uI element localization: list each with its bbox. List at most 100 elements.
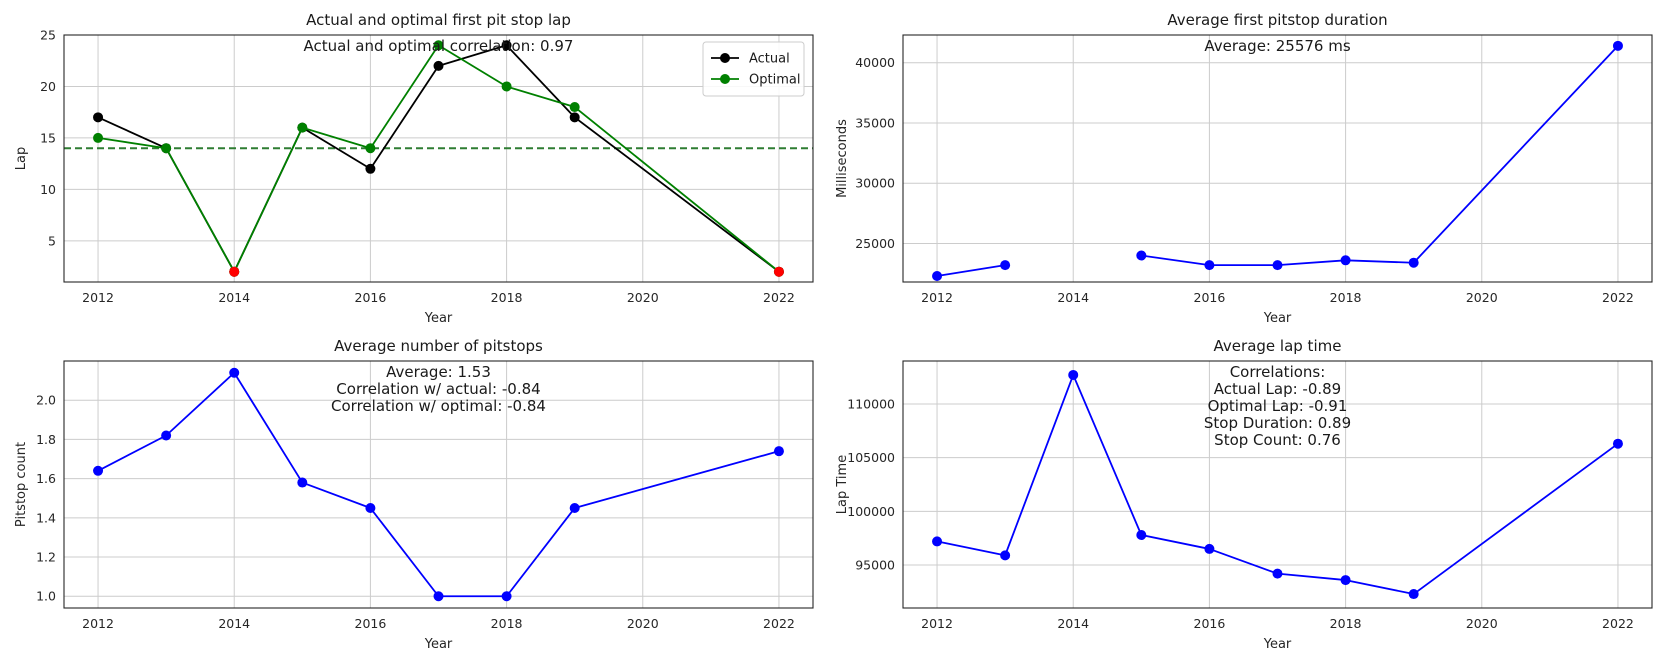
x-tick-label: 2014	[218, 616, 250, 631]
y-tick-label: 35000	[855, 115, 895, 130]
y-tick-label: 1.8	[36, 432, 56, 447]
highlight-point	[773, 266, 784, 277]
x-tick-label: 2016	[355, 290, 387, 305]
legend-swatch-marker	[720, 53, 730, 63]
data-point-actual	[569, 112, 580, 123]
x-tick-label: 2016	[355, 616, 387, 631]
x-axis-label: Year	[424, 637, 453, 652]
data-point-actual	[501, 40, 512, 51]
data-point	[501, 591, 512, 602]
x-tick-label: 2022	[1602, 290, 1634, 305]
data-point	[1136, 529, 1147, 540]
x-tick-label: 2018	[491, 616, 523, 631]
x-tick-label: 2018	[1330, 616, 1362, 631]
x-tick-label: 2016	[1194, 616, 1226, 631]
data-point	[433, 591, 444, 602]
data-point	[1204, 260, 1215, 271]
annotation-text: Actual Lap: -0.89	[1214, 380, 1341, 398]
data-point	[1340, 575, 1351, 586]
y-axis-label: Lap	[14, 147, 29, 170]
y-tick-label: 105000	[847, 450, 895, 465]
x-tick-label: 2020	[1466, 290, 1498, 305]
x-tick-label: 2022	[763, 290, 795, 305]
y-tick-label: 5	[48, 233, 56, 248]
plot-frame	[63, 360, 814, 609]
chart-title: Average number of pitstops	[334, 337, 543, 355]
x-tick-label: 2014	[1057, 290, 1089, 305]
y-tick-label: 10	[40, 182, 56, 197]
y-tick-label: 1.0	[36, 589, 56, 604]
data-point-optimal	[569, 102, 580, 113]
data-point-optimal	[93, 132, 104, 143]
legend-swatch-marker	[720, 74, 730, 84]
y-tick-label: 30000	[855, 176, 895, 191]
annotation-text: Optimal Lap: -0.91	[1208, 397, 1348, 415]
subplot-3: 2012 2014 2016 2018 2020 2022 1.0 1.2 1.4 1.6 1.8 2…	[14, 337, 814, 652]
annotation-text: Correlations:	[1230, 363, 1326, 381]
legend-label: Optimal	[749, 73, 800, 88]
data-point-optimal	[365, 143, 376, 154]
data-point	[1136, 250, 1147, 261]
data-point	[1340, 255, 1351, 266]
x-tick-label: 2012	[82, 290, 114, 305]
x-tick-label: 2012	[921, 616, 953, 631]
data-point-actual	[365, 163, 376, 174]
y-axis-label: Pitstop count	[14, 442, 29, 527]
annotation-text: Stop Count: 0.76	[1214, 431, 1341, 449]
x-tick-label: 2020	[627, 290, 659, 305]
y-tick-label: 20	[40, 79, 56, 94]
y-tick-label: 2.0	[36, 393, 56, 408]
legend-box	[702, 41, 805, 97]
data-point-optimal	[433, 40, 444, 51]
y-tick-label: 25000	[855, 236, 895, 251]
legend-label: Actual	[749, 52, 790, 67]
chart-title: Average lap time	[1214, 337, 1342, 355]
series-line-optimal	[97, 44, 780, 273]
x-tick-label: 2014	[1057, 616, 1089, 631]
x-axis-label: Year	[1263, 311, 1292, 326]
subplot-1: 2012 2014 2016 2018 2020 2022 5 10 15 20 25 Actual …	[14, 11, 814, 326]
x-tick-label: 2012	[921, 290, 953, 305]
data-point	[1068, 369, 1079, 380]
x-tick-label: 2022	[763, 616, 795, 631]
annotation-text: Stop Duration: 0.89	[1204, 414, 1351, 432]
data-point	[297, 477, 308, 488]
data-point-optimal	[501, 81, 512, 92]
y-tick-label: 15	[40, 130, 56, 145]
annotation-text: Average: 1.53	[386, 363, 491, 381]
plot-frame	[63, 34, 814, 283]
data-point	[773, 446, 784, 457]
y-tick-label: 25	[40, 28, 56, 43]
subplot-2: 2012 2014 2016 2018 2020 2022 25000 30000 35000 4…	[835, 11, 1653, 326]
data-point	[161, 430, 172, 441]
data-point	[1000, 550, 1011, 561]
x-tick-label: 2020	[627, 616, 659, 631]
data-point	[932, 536, 943, 547]
y-tick-label: 1.4	[36, 510, 56, 525]
data-point	[1000, 260, 1011, 271]
data-point	[93, 465, 104, 476]
chart-title: Average first pitstop duration	[1167, 11, 1387, 29]
plot-frame	[902, 360, 1653, 609]
x-tick-label: 2014	[218, 290, 250, 305]
y-tick-label: 1.6	[36, 471, 56, 486]
chart-title: Actual and optimal first pit stop lap	[306, 11, 571, 29]
y-tick-label: 40000	[855, 55, 895, 70]
data-point-optimal	[161, 143, 172, 154]
x-axis-label: Year	[424, 311, 453, 326]
x-tick-label: 2022	[1602, 616, 1634, 631]
data-point	[1408, 589, 1419, 600]
annotation-text: Correlation w/ optimal: -0.84	[331, 397, 546, 415]
series-line	[1141, 45, 1619, 267]
y-tick-label: 95000	[855, 558, 895, 573]
x-tick-label: 2012	[82, 616, 114, 631]
data-point	[1272, 568, 1283, 579]
data-point-actual	[433, 60, 444, 71]
data-point	[365, 503, 376, 514]
y-axis-label: Milliseconds	[835, 119, 850, 198]
annotation-text: Correlation w/ actual: -0.84	[336, 380, 540, 398]
plot-frame	[902, 34, 1653, 283]
data-point-actual	[93, 112, 104, 123]
series-line-actual	[97, 44, 780, 273]
